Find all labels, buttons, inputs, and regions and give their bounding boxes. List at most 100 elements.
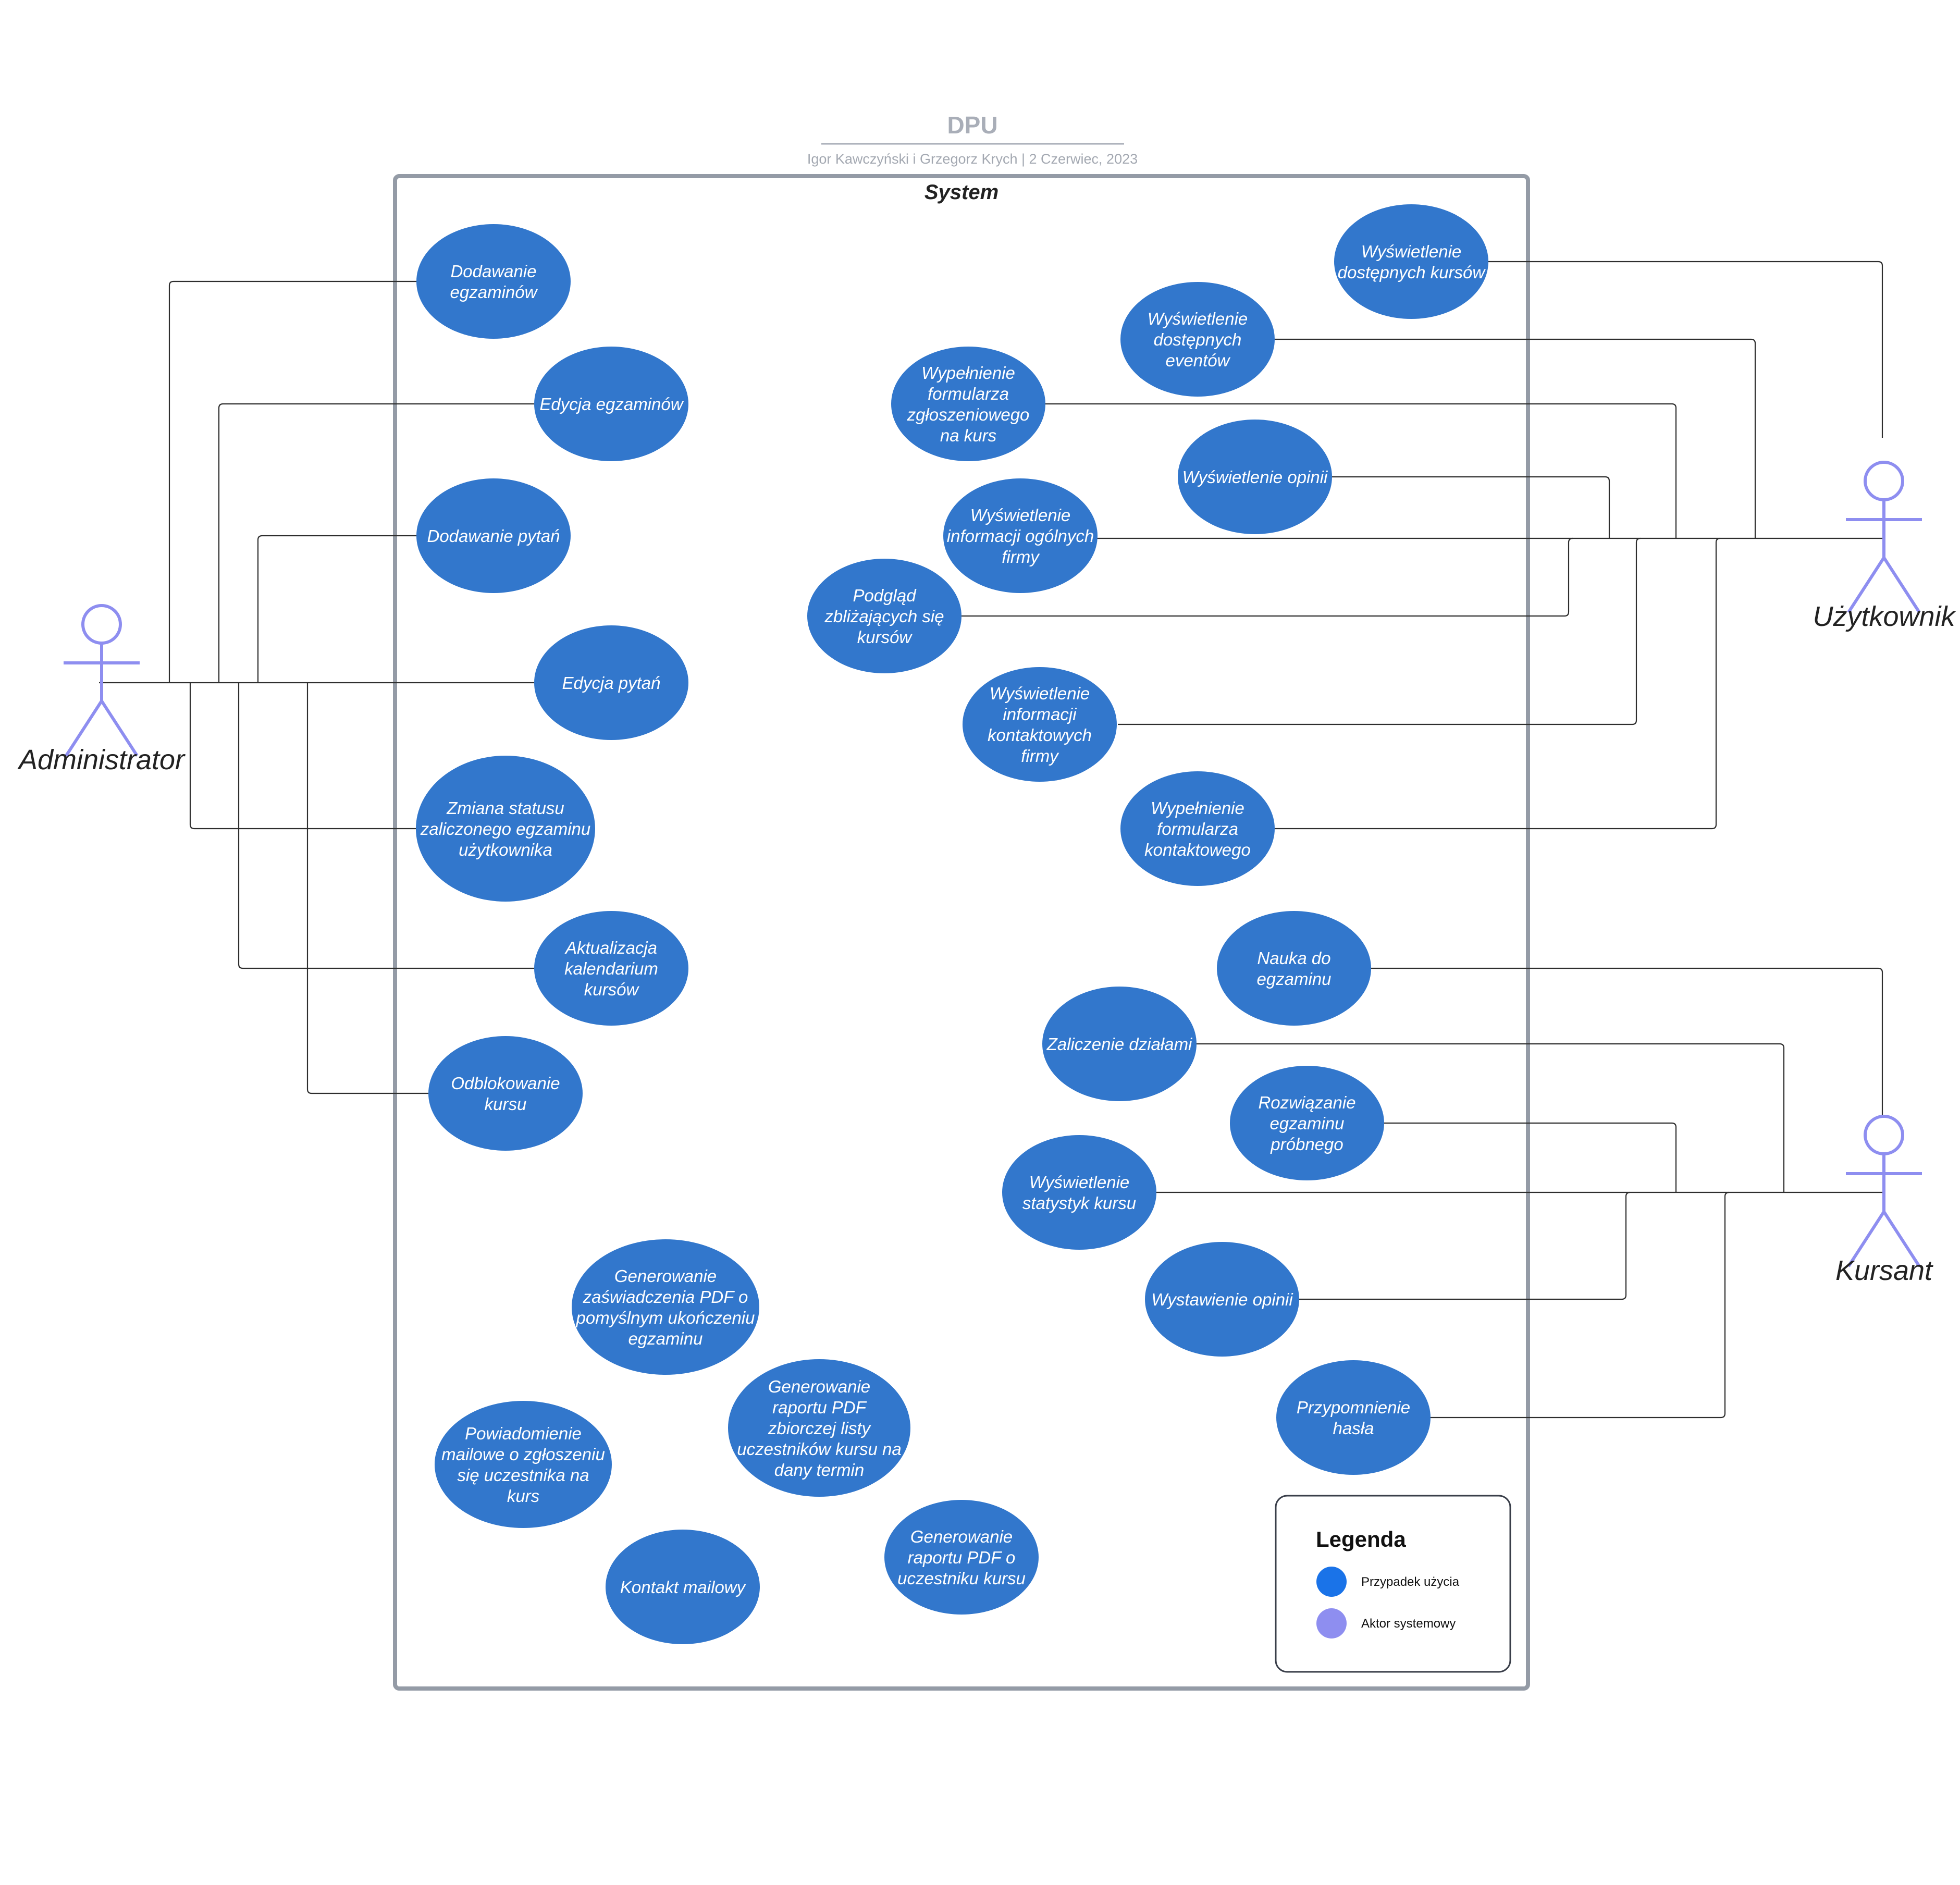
actor-kursant[interactable]: Kursant xyxy=(1835,1115,1933,1286)
use-case-ellipse xyxy=(1217,911,1371,1026)
connector-przypomnienie-hasla xyxy=(1431,1191,1730,1419)
use-case-raport-uczestnik[interactable]: Generowanie raportu PDF o uczestniku kursu xyxy=(884,1500,1039,1615)
use-case-label-line: uczestników kursu na xyxy=(737,1439,901,1459)
use-case-label-line: Wypełnienie xyxy=(921,363,1015,383)
use-case-label-line: hasła xyxy=(1333,1419,1374,1438)
system-label: System xyxy=(924,181,999,204)
use-case-label-line: zbliżających się xyxy=(824,607,944,626)
use-case-ellipse xyxy=(435,1401,612,1528)
use-case-label-line: firmy xyxy=(1021,746,1059,766)
use-case-ellipse xyxy=(534,625,688,740)
connector-formularz-zgloszeniowy xyxy=(1045,403,1677,538)
use-case-ellipse xyxy=(606,1530,760,1644)
use-case-label-line: zgłoszeniowego xyxy=(907,405,1030,424)
use-case-ellipse xyxy=(1002,1135,1156,1250)
use-case-label-line: dostępnych kursów xyxy=(1338,263,1486,282)
use-case-label-line: Wyświetlenie xyxy=(970,506,1071,525)
diagram-subtitle: Igor Kawczyński i Grzegorz Krych | 2 Cze… xyxy=(807,151,1138,167)
use-case-edycja-egzaminow[interactable]: Edycja egzaminów xyxy=(534,347,688,461)
use-case-label-line: firmy xyxy=(1002,547,1040,566)
use-case-raport-lista[interactable]: Generowanie raportu PDF zbiorczej listyucz… xyxy=(728,1359,910,1497)
use-case-label-line: Wystawienie opinii xyxy=(1151,1290,1293,1309)
uzytkownik-connectors xyxy=(961,261,1884,830)
connector-dodawanie-egzaminow xyxy=(168,280,417,683)
connector-egzamin-probny xyxy=(1384,1122,1677,1192)
use-case-label-line: użytkownika xyxy=(459,840,552,859)
use-case-przypomnienie-hasla[interactable]: Przypomnienie hasła xyxy=(1276,1360,1431,1475)
use-case-label-line: Dodawanie xyxy=(450,262,536,281)
use-case-label-line: kursów xyxy=(857,627,913,647)
use-case-label-line: Dodawanie pytań xyxy=(427,526,560,546)
use-case-label-line: próbnego xyxy=(1270,1135,1343,1154)
use-case-wyswietlenie-eventow[interactable]: Wyświetlenie dostępnych eventów xyxy=(1120,282,1275,397)
connector-dodawanie-pytan xyxy=(257,535,417,683)
use-case-label-line: egzaminu xyxy=(628,1329,702,1348)
use-case-label-line: się uczestnika na xyxy=(457,1465,589,1485)
use-case-label-line: kursu xyxy=(485,1094,527,1114)
use-case-label-line: informacji ogólnych xyxy=(947,526,1094,546)
use-case-label-line: Aktualizacja xyxy=(564,938,657,957)
use-case-wyswietlenie-opinii[interactable]: Wyświetlenie opinii xyxy=(1178,420,1332,534)
connector-wyswietlenie-opinii xyxy=(1332,476,1610,538)
use-case-label-line: eventów xyxy=(1166,351,1231,370)
use-case-label-line: kontaktowych xyxy=(988,725,1092,745)
use-case-ellipse xyxy=(416,478,571,593)
use-case-dodawanie-pytan[interactable]: Dodawanie pytań xyxy=(416,478,571,593)
use-case-label-line: Edycja pytań xyxy=(562,673,661,693)
connector-aktualizacja-kalendarium xyxy=(238,683,536,969)
use-case-wystawienie-opinii[interactable]: Wystawienie opinii xyxy=(1145,1242,1299,1357)
connector-wystawienie-opinii xyxy=(1299,1191,1631,1300)
use-case-label-line: egzaminów xyxy=(450,282,538,302)
use-case-label-line: Wyświetlenie xyxy=(1361,242,1462,261)
use-case-ellipse xyxy=(416,756,595,902)
use-case-edycja-pytan[interactable]: Edycja pytań xyxy=(534,625,688,740)
use-case-label-line: Nauka do xyxy=(1257,948,1330,968)
use-case-label-line: formularza xyxy=(928,384,1009,403)
use-case-ellipse xyxy=(534,911,688,1026)
use-case-ellipse xyxy=(943,478,1098,593)
use-case-ellipse xyxy=(1042,987,1197,1101)
use-case-label-line: na kurs xyxy=(940,426,996,445)
use-case-wyswietlenie-kursow[interactable]: Wyświetlenie dostępnych kursów xyxy=(1334,204,1488,319)
use-case-ellipse xyxy=(884,1500,1039,1615)
use-case-ellipse xyxy=(807,559,961,673)
use-case-label-line: Edycja egzaminów xyxy=(539,395,684,414)
connector-odblokowanie-kursu xyxy=(306,683,432,1094)
kursant-connectors xyxy=(1156,967,1884,1419)
use-case-ellipse xyxy=(1145,1242,1299,1357)
connector-informacje-kontaktowe xyxy=(1118,537,1641,725)
use-case-aktualizacja-kalendarium[interactable]: Aktualizacja kalendarium kursów xyxy=(534,911,688,1026)
use-case-egzamin-probny[interactable]: Rozwiązanie egzaminu próbnego xyxy=(1230,1066,1384,1180)
actor-uzytkownik[interactable]: Użytkownik xyxy=(1813,461,1957,632)
use-case-zaliczenie-dzialami[interactable]: Zaliczenie działami xyxy=(1042,987,1197,1101)
use-case-ellipse xyxy=(1276,1360,1431,1475)
use-case-ellipse xyxy=(1120,771,1275,886)
use-case-label-line: Generowanie xyxy=(910,1527,1013,1546)
actor-label-uzytkownik: Użytkownik xyxy=(1813,601,1956,632)
connector-podglad-kursow xyxy=(961,537,1573,617)
use-case-label-line: zbiorczej listy xyxy=(768,1419,872,1438)
legend-item-actor: Aktor systemowy xyxy=(1361,1617,1456,1631)
use-case-kontakt-mailowy[interactable]: Kontakt mailowy xyxy=(606,1530,760,1644)
use-case-label-line: informacji xyxy=(1003,705,1077,724)
administrator-connectors xyxy=(99,280,536,1094)
legend-item-use-case: Przypadek użycia xyxy=(1361,1575,1460,1589)
use-case-label-line: Powiadomienie xyxy=(465,1424,582,1443)
use-case-ellipse xyxy=(891,347,1045,461)
use-case-label-line: Przypomnienie xyxy=(1297,1398,1410,1417)
stick-figure-icon xyxy=(1846,461,1922,613)
actor-administrator[interactable]: Administrator xyxy=(17,604,186,775)
use-case-label-line: Wypełnienie xyxy=(1151,798,1244,818)
